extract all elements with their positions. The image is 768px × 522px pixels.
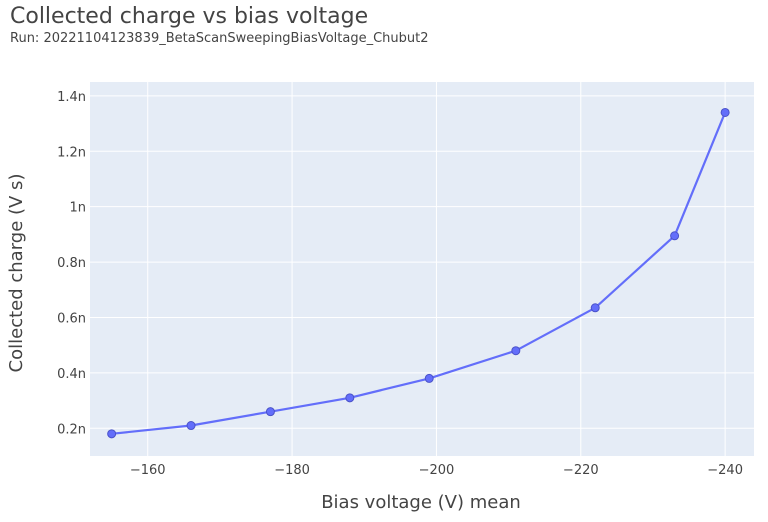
- y-tick-label: 0.6n: [57, 311, 86, 326]
- data-point[interactable]: [107, 429, 117, 439]
- y-tick-label: 0.8n: [57, 256, 86, 271]
- chart-subtitle: Run: 20221104123839_BetaScanSweepingBias…: [10, 31, 429, 46]
- x-tick-label: −240: [707, 463, 743, 478]
- data-point[interactable]: [670, 231, 680, 241]
- data-point[interactable]: [511, 346, 521, 356]
- data-point[interactable]: [265, 407, 275, 417]
- plot-area: [90, 82, 754, 456]
- y-axis-label: Collected charge (V s): [6, 174, 27, 373]
- x-tick-labels: −160 −180 −200 −220 −240: [130, 463, 743, 478]
- y-tick-labels: 0.2n 0.4n 0.6n 0.8n 1n 1.2n 1.4n: [57, 90, 86, 437]
- data-point[interactable]: [186, 421, 196, 431]
- data-point[interactable]: [424, 373, 434, 383]
- y-tick-label: 1.4n: [57, 90, 86, 105]
- data-point[interactable]: [720, 107, 730, 117]
- series-layer: [107, 107, 730, 439]
- y-gridlines: [90, 95, 754, 429]
- y-tick-label: 0.4n: [57, 367, 86, 382]
- y-tick-label: 1.2n: [57, 145, 86, 160]
- data-point[interactable]: [345, 393, 355, 403]
- x-tick-label: −220: [563, 463, 599, 478]
- x-tick-label: −160: [130, 463, 166, 478]
- x-tick-label: −180: [274, 463, 310, 478]
- x-axis-label: Bias voltage (V) mean: [321, 492, 521, 513]
- x-tick-label: −200: [419, 463, 455, 478]
- chart-title: Collected charge vs bias voltage: [10, 4, 369, 29]
- y-tick-label: 0.2n: [57, 422, 86, 437]
- data-point[interactable]: [590, 303, 600, 313]
- y-tick-label: 1n: [69, 201, 86, 216]
- x-gridlines: [147, 82, 726, 456]
